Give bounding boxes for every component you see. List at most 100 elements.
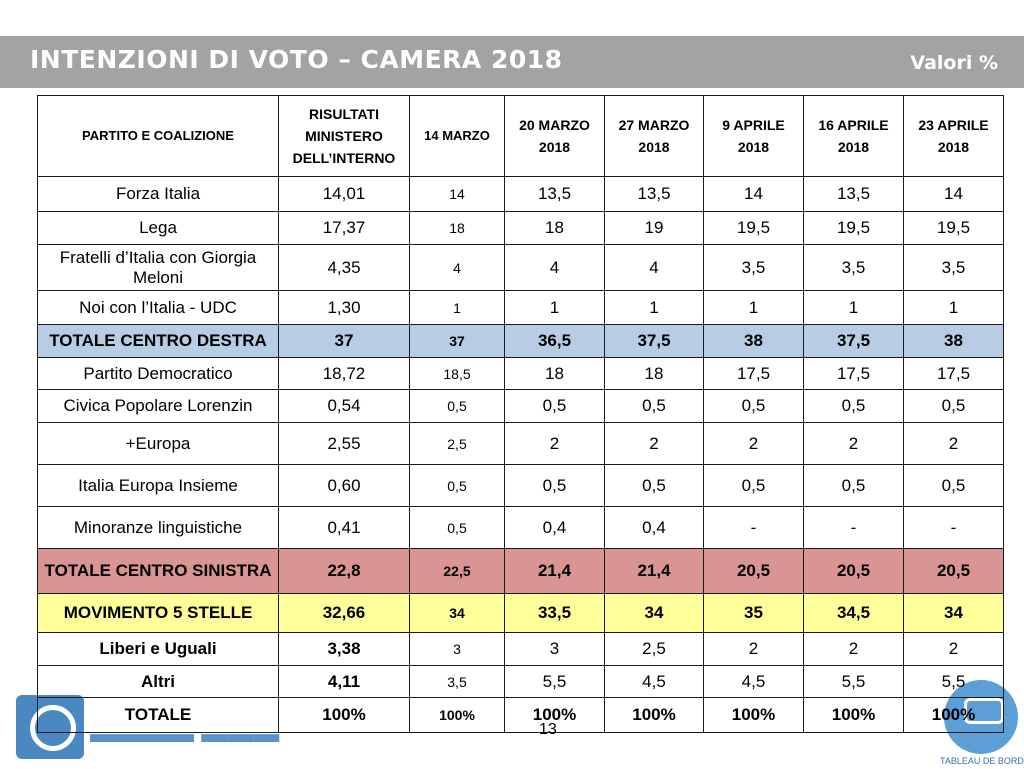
vote-intentions-table: PARTITO E COALIZIONE RISULTATI MINISTERO… [37,95,1004,733]
value-cell: 0,5 [409,506,505,549]
value-cell: 0,5 [409,389,505,423]
value-cell: 2,5 [604,632,704,666]
value-cell: 22,5 [409,548,505,594]
value-cell: 0,5 [703,389,804,423]
value-cell: 17,5 [903,357,1004,390]
column-header: 23 APRILE 2018 [903,95,1004,177]
table-row: Forza Italia 14,01 14 13,5 13,5 14 13,5 14 [37,176,1004,212]
value-cell: 100% [903,697,1004,733]
value-cell: 0,54 [278,389,410,423]
value-cell: 19,5 [703,211,804,245]
value-cell: 14 [703,176,804,212]
value-cell: 20,5 [803,548,904,594]
party-name-cell: Altri [37,665,279,698]
value-cell: 18,72 [278,357,410,390]
value-cell: 1 [903,290,1004,325]
value-cell: 13,5 [504,176,605,212]
value-cell: 18 [409,211,505,245]
value-cell: 4,5 [604,665,704,698]
units-label: Valori % [910,52,998,74]
party-name-cell: Lega [37,211,279,245]
value-cell: 37 [278,324,410,358]
value-cell: 1 [504,290,605,325]
value-cell: 100% [278,697,410,733]
value-cell: 100% [803,697,904,733]
value-cell: 19 [604,211,704,245]
value-cell: 100% [409,697,505,733]
value-cell: 2 [903,422,1004,465]
value-cell: 4 [504,244,605,291]
value-cell: 4,5 [703,665,804,698]
value-cell: 5,5 [903,665,1004,698]
value-cell: 19,5 [803,211,904,245]
value-cell: - [903,506,1004,549]
value-cell: 2,55 [278,422,410,465]
table-row: Fratelli d’Italia con Giorgia Meloni 4,35… [37,244,1004,291]
value-cell: 34 [409,593,505,633]
value-cell: 4,35 [278,244,410,291]
value-cell: 2 [504,422,605,465]
value-cell: 5,5 [803,665,904,698]
party-name-cell: TOTALE [37,697,279,733]
value-cell: 18,5 [409,357,505,390]
column-header: RISULTATI MINISTERO DELL’INTERNO [278,95,410,177]
value-cell: 1 [604,290,704,325]
value-cell: 3,5 [903,244,1004,291]
value-cell: 4,11 [278,665,410,698]
value-cell: 3,5 [803,244,904,291]
value-cell: 18 [504,211,605,245]
value-cell: 33,5 [504,593,605,633]
value-cell: 37,5 [803,324,904,358]
party-name-cell: Forza Italia [37,176,279,212]
table-row: Altri 4,11 3,5 5,5 4,5 4,5 5,5 5,5 [37,665,1004,698]
table-row: Liberi e Uguali 3,38 3 3 2,5 2 2 2 [37,632,1004,666]
value-cell: 3,5 [409,665,505,698]
value-cell: 100% [703,697,804,733]
value-cell: 14 [903,176,1004,212]
value-cell: 38 [703,324,804,358]
value-cell: 2 [604,422,704,465]
value-cell: 38 [903,324,1004,358]
table-row: TOTALE CENTRO SINISTRA 22,8 22,5 21,4 21,4 20… [37,548,1004,594]
value-cell: 0,5 [604,464,704,507]
header-row: PARTITO E COALIZIONE RISULTATI MINISTERO… [37,95,1004,177]
value-cell: 3 [409,632,505,666]
table-row: +Europa 2,55 2,5 2 2 2 2 2 [37,422,1004,465]
value-cell: 37 [409,324,505,358]
value-cell: 0,5 [604,389,704,423]
column-header: PARTITO E COALIZIONE [37,95,279,177]
party-name-cell: TOTALE CENTRO SINISTRA [37,548,279,594]
value-cell: 18 [504,357,605,390]
value-cell: 19,5 [903,211,1004,245]
logo-caption: TABLEAU DE BORD [940,756,1024,766]
page-title: INTENZIONI DI VOTO – CAMERA 2018 [30,45,563,74]
page-number: 13 [539,721,557,738]
value-cell: 0,5 [703,464,804,507]
value-cell: 34,5 [803,593,904,633]
party-name-cell: Noi con l’Italia - UDC [37,290,279,325]
table-row: TOTALE 100% 100% 100% 100% 100% 100% 100% [37,697,1004,733]
title-bar: INTENZIONI DI VOTO – CAMERA 2018 Valori … [0,36,1024,88]
value-cell: 0,41 [278,506,410,549]
column-header: 27 MARZO 2018 [604,95,704,177]
column-header: 14 MARZO [409,95,505,177]
value-cell: 37,5 [604,324,704,358]
party-name-cell: TOTALE CENTRO DESTRA [37,324,279,358]
value-cell: 1 [409,290,505,325]
value-cell: 0,4 [604,506,704,549]
value-cell: - [703,506,804,549]
value-cell: 20,5 [703,548,804,594]
value-cell: 36,5 [504,324,605,358]
value-cell: 0,4 [504,506,605,549]
value-cell: 0,5 [903,464,1004,507]
value-cell: 17,5 [803,357,904,390]
value-cell: 2 [703,632,804,666]
value-cell: 0,5 [803,389,904,423]
value-cell: 2 [803,422,904,465]
value-cell: 1 [803,290,904,325]
value-cell: 0,5 [504,389,605,423]
column-header: 16 APRILE 2018 [803,95,904,177]
value-cell: 100% [504,697,605,733]
table-row: Minoranze linguistiche 0,41 0,5 0,4 0,4- - - [37,506,1004,549]
value-cell: 2,5 [409,422,505,465]
